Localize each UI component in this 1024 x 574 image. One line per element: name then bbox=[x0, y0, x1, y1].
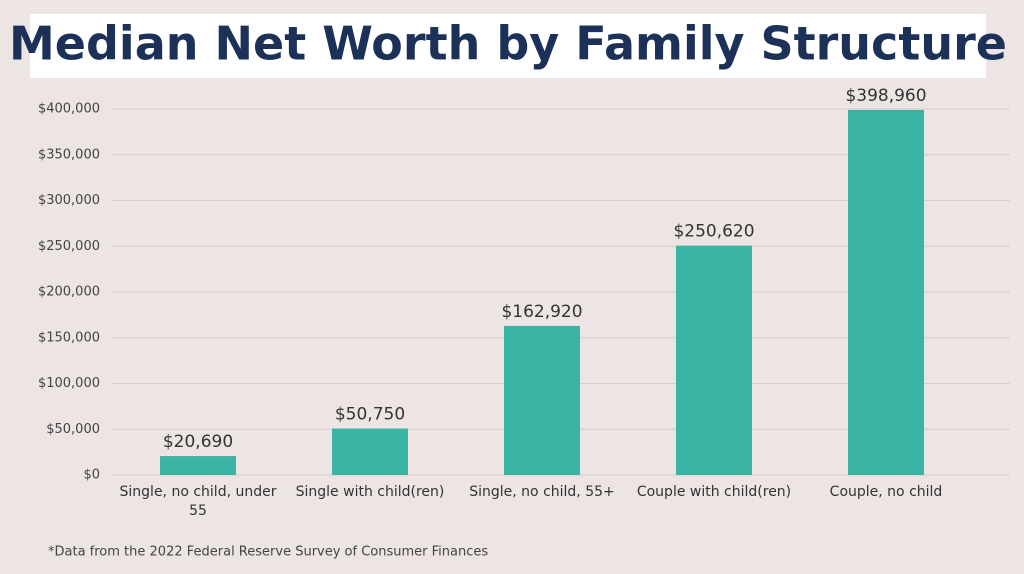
x-label-box: Single with child(ren) bbox=[295, 484, 445, 500]
chart-title: Median Net Worth by Family Structure bbox=[9, 17, 1007, 71]
x-tick-label: Single, no child, under 55 bbox=[119, 484, 277, 519]
y-tick-label: $300,000 bbox=[38, 193, 100, 208]
bar bbox=[676, 245, 752, 475]
y-tick-label: $0 bbox=[83, 468, 100, 483]
y-tick-label: $50,000 bbox=[46, 422, 100, 437]
y-tick-label: $200,000 bbox=[38, 285, 100, 300]
bar bbox=[504, 325, 580, 475]
y-tick-label: $400,000 bbox=[38, 102, 100, 117]
x-tick-label: Single, no child, 55+ bbox=[469, 484, 615, 500]
x-tick-label: Single with child(ren) bbox=[295, 484, 445, 500]
x-label-box: Single, no child, 55+ bbox=[469, 484, 615, 500]
title-box bbox=[30, 14, 986, 78]
x-label-box: Single, no child, under 55 bbox=[119, 484, 277, 519]
x-label-box: Couple with child(ren) bbox=[636, 484, 792, 500]
x-tick-label: Couple, no child bbox=[829, 484, 943, 500]
y-tick-label: $150,000 bbox=[38, 330, 100, 345]
bar bbox=[160, 456, 236, 475]
bar bbox=[848, 109, 924, 475]
value-label: $162,920 bbox=[501, 302, 582, 322]
y-tick-label: $100,000 bbox=[38, 376, 100, 391]
value-label: $398,960 bbox=[845, 86, 926, 106]
x-label-box: Couple, no child bbox=[829, 484, 943, 500]
value-label: $20,690 bbox=[163, 432, 233, 452]
x-tick-label: Couple with child(ren) bbox=[636, 484, 792, 500]
value-label: $250,620 bbox=[673, 222, 754, 242]
y-tick-label: $350,000 bbox=[38, 147, 100, 162]
footnote: *Data from the 2022 Federal Reserve Surv… bbox=[48, 545, 488, 560]
bar bbox=[332, 428, 408, 475]
value-label: $50,750 bbox=[335, 405, 405, 425]
y-tick-label: $250,000 bbox=[38, 239, 100, 254]
